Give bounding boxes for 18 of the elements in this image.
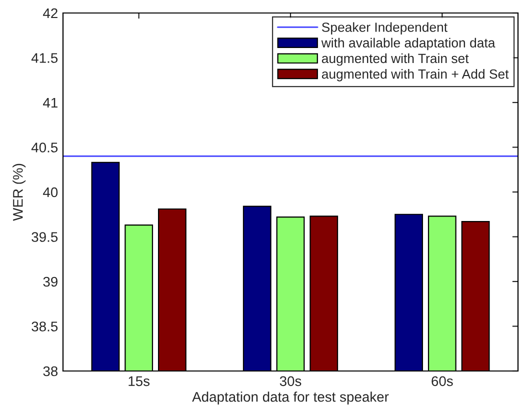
y-tick-label: 42 [43, 8, 58, 18]
x-tick-label: 30s [280, 376, 302, 386]
y-tick-label: 38.5 [32, 322, 58, 332]
y-tick-label: 41.5 [31, 53, 58, 63]
y-tick-label: 38 [43, 366, 58, 376]
x-tick-label: 60s [432, 376, 453, 386]
y-tick-label: 39 [43, 276, 58, 287]
legend-label: augmented with Train + Add Set [322, 69, 509, 82]
legend-label: with available adaptation data [321, 38, 496, 50]
legend-label: Speaker Independent [322, 22, 448, 35]
legend-label: augmented with Train set [322, 53, 469, 66]
y-tick-label: 40 [43, 187, 58, 198]
y-axis-title: WER (%) [12, 164, 26, 221]
x-tick-label: 15s [128, 376, 150, 386]
y-tick-label: 41 [43, 98, 58, 108]
y-tick-label: 40.5 [31, 142, 58, 152]
y-tick-label: 39.5 [32, 232, 58, 242]
x-axis-title: Adaptation data for test speaker [192, 392, 389, 405]
